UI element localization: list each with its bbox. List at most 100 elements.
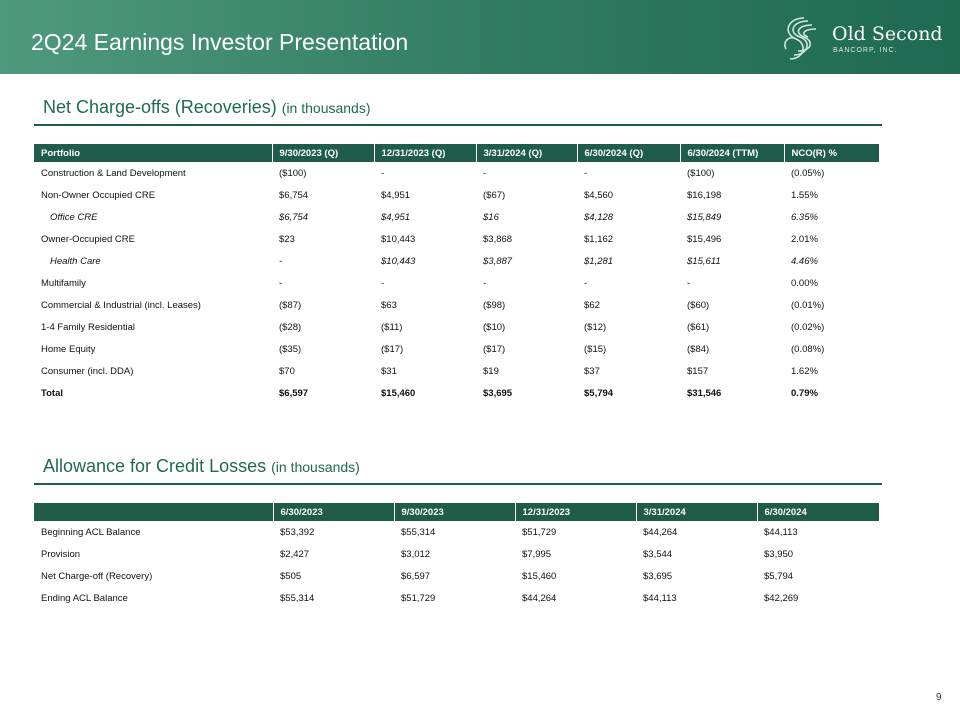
table-cell: $44,113 [643,592,677,604]
table-cell: - [584,167,588,179]
acl-title-text: Allowance for Credit Losses [43,456,267,476]
table-cell: ($35) [279,343,302,355]
table-cell: $4,560 [584,189,614,201]
net-charge-offs-table: Portfolio 9/30/2023 (Q) 12/31/2023 (Q) 3/31… [34,144,879,404]
table-cell: $44,264 [643,526,678,538]
table-cell: ($61) [687,321,710,333]
table-header-row: Portfolio 9/30/2023 (Q) 12/31/2023 (Q) 3/31… [34,144,879,162]
table-cell: ($84) [687,343,710,355]
row-label: Ending ACL Balance [41,592,128,604]
table-cell: $6,754 [279,211,309,223]
logo-wordmark: Old Second [832,23,943,45]
table-cell: $4,128 [584,211,614,223]
table-cell: ($67) [483,189,506,201]
row-label: Provision [41,548,81,560]
table-cell: $1,281 [584,255,614,267]
table-cell: $63 [381,299,397,311]
column-header: 9/30/2023 (Q) [271,144,374,162]
row-label: Net Charge-off (Recovery) [41,570,153,582]
column-header: 9/30/2023 [393,503,515,521]
presentation-title: 2Q24 Earnings Investor Presentation [31,29,409,55]
table-cell: $157 [687,365,709,377]
table-row: Owner-Occupied CRE $23 $10,443 $3,868 $1,162… [34,228,879,250]
column-header: 6/30/2023 [272,503,394,521]
table-row: Consumer (incl. DDA) $70 $31 $19 $37 $157 1.62… [34,360,879,382]
table-cell: $42,269 [764,592,799,604]
table-cell: $1,162 [584,233,614,245]
column-header [34,503,273,521]
table-cell: - [483,277,487,289]
table-cell: $44,264 [522,592,557,604]
table-cell: $19 [483,365,499,377]
table-cell: $10,443 [381,233,416,245]
row-label: Home Equity [41,343,96,355]
table-row: Provision $2,427 $3,012 $7,995 $3,544 $3,950 [34,543,879,565]
table-cell: ($100) [687,167,715,179]
table-cell: (0.01%) [791,299,825,311]
nco-section-title: Net Charge-offs (Recoveries) (in thousan… [43,97,371,118]
table-cell: $23 [279,233,295,245]
table-cell: ($17) [483,343,506,355]
table-cell: $3,950 [764,548,794,560]
table-cell: ($98) [483,299,506,311]
table-cell: - [279,277,283,289]
column-header: 6/30/2024 (TTM) [679,144,784,162]
table-cell: - [381,277,385,289]
old-second-logo-icon [784,17,817,60]
column-header: 6/30/2024 [756,503,879,521]
row-label: Beginning ACL Balance [41,526,141,538]
table-cell: $15,611 [687,255,721,267]
table-row: Multifamily - - - - - 0.00% [34,272,879,294]
table-cell: (0.05%) [791,167,825,179]
table-row: Health Care - $10,443 $3,887 $1,281 $15,611 4.… [34,250,879,272]
table-cell: ($100) [279,167,307,179]
table-cell: $51,729 [401,592,436,604]
table-row: Commercial & Industrial (incl. Leases) ($… [34,294,879,316]
table-cell: 0.00% [791,277,818,289]
column-header: NCO(R) % [783,144,879,162]
row-label: Total [41,387,63,399]
page-number: 9 [936,692,942,703]
acl-section-divider [34,483,882,485]
table-cell: ($28) [279,321,302,333]
table-cell: - [381,167,385,179]
acl-section-title: Allowance for Credit Losses (in thousand… [43,456,360,477]
table-cell: $3,544 [643,548,673,560]
table-row: Total $6,597 $15,460 $3,695 $5,794 $31,546 0.7… [34,382,879,404]
table-cell: $505 [280,570,302,582]
table-cell: $70 [279,365,295,377]
table-cell: - [483,167,487,179]
table-cell: $6,754 [279,189,309,201]
row-label: Office CRE [50,211,98,223]
column-header: 3/31/2024 (Q) [475,144,577,162]
column-header: 12/31/2023 [514,503,636,521]
table-cell: $5,794 [584,387,614,399]
column-header: 6/30/2024 (Q) [576,144,680,162]
table-cell: $3,695 [643,570,673,582]
table-cell: $16,198 [687,189,722,201]
table-header-row: 6/30/2023 9/30/2023 12/31/2023 3/31/2024 6/3… [34,503,879,521]
table-cell: $15,496 [687,233,722,245]
table-cell: 1.55% [791,189,818,201]
table-cell: ($15) [584,343,607,355]
table-row: Ending ACL Balance $55,314 $51,729 $44,264 $… [34,587,879,609]
allowance-credit-losses-table: 6/30/2023 9/30/2023 12/31/2023 3/31/2024 6/3… [34,503,879,609]
table-cell: $15,460 [381,387,416,399]
table-cell: $62 [584,299,600,311]
table-row: Home Equity ($35) ($17) ($17) ($15) ($84) (0.0… [34,338,879,360]
table-cell: ($17) [381,343,404,355]
table-cell: ($11) [381,321,403,333]
table-row: Net Charge-off (Recovery) $505 $6,597 $15,4… [34,565,879,587]
table-cell: $31,546 [687,387,722,399]
row-label: Construction & Land Development [41,167,186,179]
table-cell: $7,995 [522,548,552,560]
row-label: Consumer (incl. DDA) [41,365,134,377]
table-cell: $4,951 [381,211,411,223]
table-cell: ($12) [584,321,607,333]
table-row: Non-Owner Occupied CRE $6,754 $4,951 ($67) $… [34,184,879,206]
table-cell: $53,392 [280,526,315,538]
table-cell: $51,729 [522,526,557,538]
table-cell: - [687,277,691,289]
table-cell: $3,012 [401,548,431,560]
table-cell: - [279,255,283,267]
